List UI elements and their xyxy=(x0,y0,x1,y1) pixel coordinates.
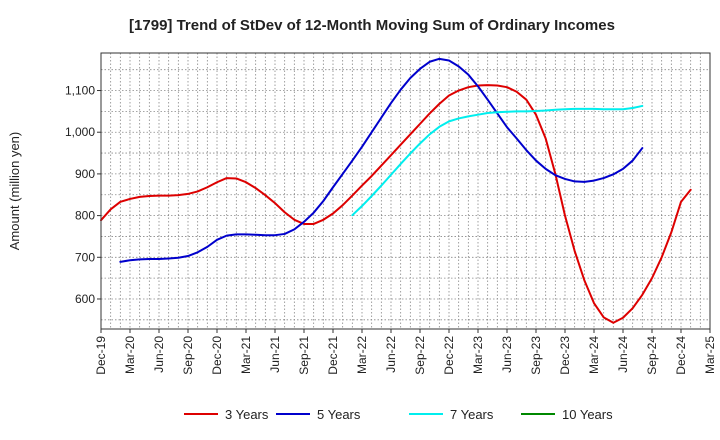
x-tick-label: Sep-24 xyxy=(645,336,659,375)
chart-title: [1799] Trend of StDev of 12-Month Moving… xyxy=(129,17,615,34)
series-line-7-years xyxy=(351,104,644,217)
y-tick-label: 900 xyxy=(75,167,95,181)
y-axis-label: Amount (million yen) xyxy=(7,132,22,251)
x-tick-label: Mar-25 xyxy=(703,336,717,374)
x-tick-label: Dec-21 xyxy=(326,336,340,375)
legend: 3 Years 5 Years 7 Years 10 Years xyxy=(184,407,613,422)
y-tick-label: 1,000 xyxy=(65,125,95,139)
legend-label: 7 Years xyxy=(450,407,494,422)
x-tick-label: Dec-19 xyxy=(94,336,108,375)
legend-label: 5 Years xyxy=(317,407,361,422)
x-tick-label: Jun-23 xyxy=(500,336,514,373)
y-tick-label: 800 xyxy=(75,209,95,223)
x-tick-label: Sep-23 xyxy=(529,336,543,375)
x-tick-label: Jun-20 xyxy=(152,336,166,373)
series-group xyxy=(100,57,692,324)
x-tick-label: Dec-23 xyxy=(558,336,572,375)
x-tick-label: Jun-24 xyxy=(616,336,630,373)
x-tick-label: Sep-22 xyxy=(413,336,427,375)
grid xyxy=(101,53,710,329)
plot-area xyxy=(100,52,711,330)
y-tick-label: 1,100 xyxy=(65,84,95,98)
x-tick-label: Jun-22 xyxy=(384,336,398,373)
legend-label: 10 Years xyxy=(562,407,613,422)
x-tick-label: Dec-24 xyxy=(674,336,688,375)
x-tick-label: Mar-24 xyxy=(587,336,601,374)
x-tick-label: Mar-22 xyxy=(355,336,369,374)
x-tick-label: Dec-22 xyxy=(442,336,456,375)
x-axis: Dec-19 Mar-20 Jun-20 Sep-20 Dec-20 Mar-21 Jun-… xyxy=(94,329,717,375)
y-axis: 600 700 800 900 1,000 1,100 xyxy=(65,84,101,306)
x-tick-label: Mar-21 xyxy=(239,336,253,374)
x-tick-label: Dec-20 xyxy=(210,336,224,375)
series-line-5-years xyxy=(119,57,644,263)
y-tick-label: 600 xyxy=(75,292,95,306)
x-tick-label: Jun-21 xyxy=(268,336,282,373)
y-tick-label: 700 xyxy=(75,250,95,264)
legend-label: 3 Years xyxy=(225,407,269,422)
x-tick-label: Mar-20 xyxy=(123,336,137,374)
series-line-3-years xyxy=(100,84,692,324)
x-tick-label: Mar-23 xyxy=(471,336,485,374)
x-tick-label: Sep-20 xyxy=(181,336,195,375)
x-tick-label: Sep-21 xyxy=(297,336,311,375)
